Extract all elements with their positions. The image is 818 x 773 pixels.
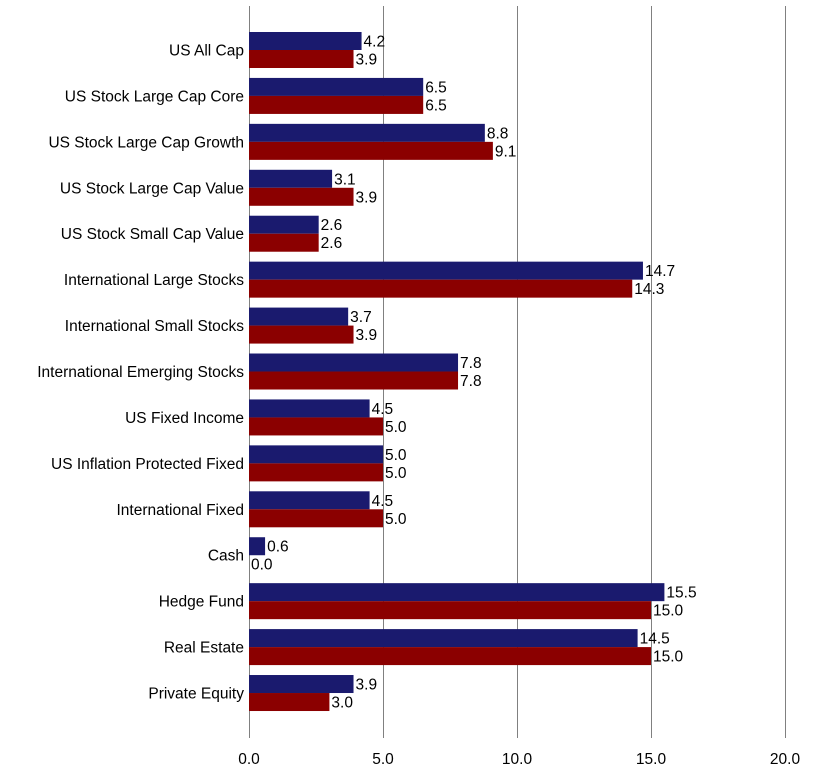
bar-series-1 <box>249 261 643 280</box>
data-label: 3.9 <box>356 327 378 344</box>
data-label: 5.0 <box>385 465 407 482</box>
bar-series-2 <box>249 417 383 436</box>
data-label: 7.8 <box>460 373 482 390</box>
category-label: US Stock Large Cap Value <box>60 180 244 197</box>
bar-series-1 <box>249 491 370 510</box>
category-label: US Fixed Income <box>125 410 244 427</box>
bar-series-1 <box>249 77 424 96</box>
bar-series-1 <box>249 537 266 556</box>
category-label: International Emerging Stocks <box>37 364 244 381</box>
x-tick-label: 10.0 <box>502 751 533 768</box>
data-label: 14.5 <box>640 631 670 648</box>
bar-series-2 <box>249 463 383 482</box>
x-tick-label: 20.0 <box>770 751 801 768</box>
category-label: US Inflation Protected Fixed <box>51 456 244 473</box>
data-label: 6.5 <box>425 79 447 96</box>
data-label: 5.0 <box>385 447 407 464</box>
bar-series-1 <box>249 583 665 602</box>
bar-series-2 <box>249 187 354 206</box>
bar-series-2 <box>249 141 493 160</box>
data-label: 9.1 <box>495 143 517 160</box>
category-label: Private Equity <box>148 686 244 703</box>
x-tick-label: 0.0 <box>238 751 260 768</box>
bar-series-1 <box>249 215 319 234</box>
data-label: 2.6 <box>321 217 343 234</box>
x-tick-label: 5.0 <box>372 751 394 768</box>
data-label: 5.0 <box>385 511 407 528</box>
bar-series-1 <box>249 399 370 418</box>
data-label: 3.1 <box>334 171 356 188</box>
x-axis-tick-labels: 0.0 5.0 10.0 15.0 20.0 <box>238 751 800 768</box>
data-label: 0.0 <box>251 557 273 574</box>
bars <box>249 32 665 712</box>
bar-series-2 <box>249 325 354 344</box>
bar-series-1 <box>249 123 485 142</box>
category-label: US Stock Large Cap Growth <box>48 134 244 151</box>
data-label: 14.3 <box>634 281 664 298</box>
data-label: 4.5 <box>372 493 394 510</box>
bar-series-2 <box>249 693 330 712</box>
data-label: 3.9 <box>356 677 378 694</box>
bar-series-1 <box>249 353 459 372</box>
data-label: 2.6 <box>321 235 343 252</box>
x-tick-label: 15.0 <box>636 751 667 768</box>
bar-series-2 <box>249 371 459 390</box>
data-label: 14.7 <box>645 263 675 280</box>
data-label: 6.5 <box>425 97 447 114</box>
bar-series-1 <box>249 675 354 694</box>
bar-series-1 <box>249 307 349 326</box>
category-label: Real Estate <box>164 640 244 657</box>
bar-series-2 <box>249 279 633 298</box>
category-label: Hedge Fund <box>159 594 244 611</box>
category-label: International Fixed <box>116 502 244 519</box>
bar-series-2 <box>249 509 383 528</box>
data-label: 3.0 <box>331 695 353 712</box>
category-label: US All Cap <box>169 43 244 60</box>
data-label: 15.0 <box>653 649 684 666</box>
data-label: 15.5 <box>666 585 696 602</box>
data-label: 3.9 <box>356 189 378 206</box>
bar-series-2 <box>249 233 319 252</box>
bar-series-2 <box>249 95 424 114</box>
data-label: 7.8 <box>460 355 482 372</box>
data-label: 4.2 <box>364 34 386 51</box>
bar-series-1 <box>249 169 333 188</box>
data-label: 0.6 <box>267 539 289 556</box>
category-label: US Stock Large Cap Core <box>65 88 244 105</box>
category-label: US Stock Small Cap Value <box>61 226 244 243</box>
category-label: Cash <box>208 548 244 565</box>
value-labels: 4.23.96.56.58.89.13.13.92.62.614.714.33.… <box>251 34 697 712</box>
bar-series-2 <box>249 601 651 620</box>
category-label: International Large Stocks <box>64 272 244 289</box>
category-labels: US All Cap US Stock Large Cap Core US Stoc… <box>37 43 244 703</box>
data-label: 3.7 <box>350 309 372 326</box>
bar-series-1 <box>249 445 383 464</box>
data-label: 15.0 <box>653 603 684 620</box>
data-label: 3.9 <box>356 52 378 69</box>
bar-series-2 <box>249 50 354 68</box>
bar-series-1 <box>249 629 638 648</box>
category-label: International Small Stocks <box>65 318 244 335</box>
data-label: 4.5 <box>372 401 394 418</box>
bar-series-1 <box>249 32 362 50</box>
bar-series-2 <box>249 647 651 666</box>
data-label: 5.0 <box>385 419 407 436</box>
data-label: 8.8 <box>487 125 509 142</box>
